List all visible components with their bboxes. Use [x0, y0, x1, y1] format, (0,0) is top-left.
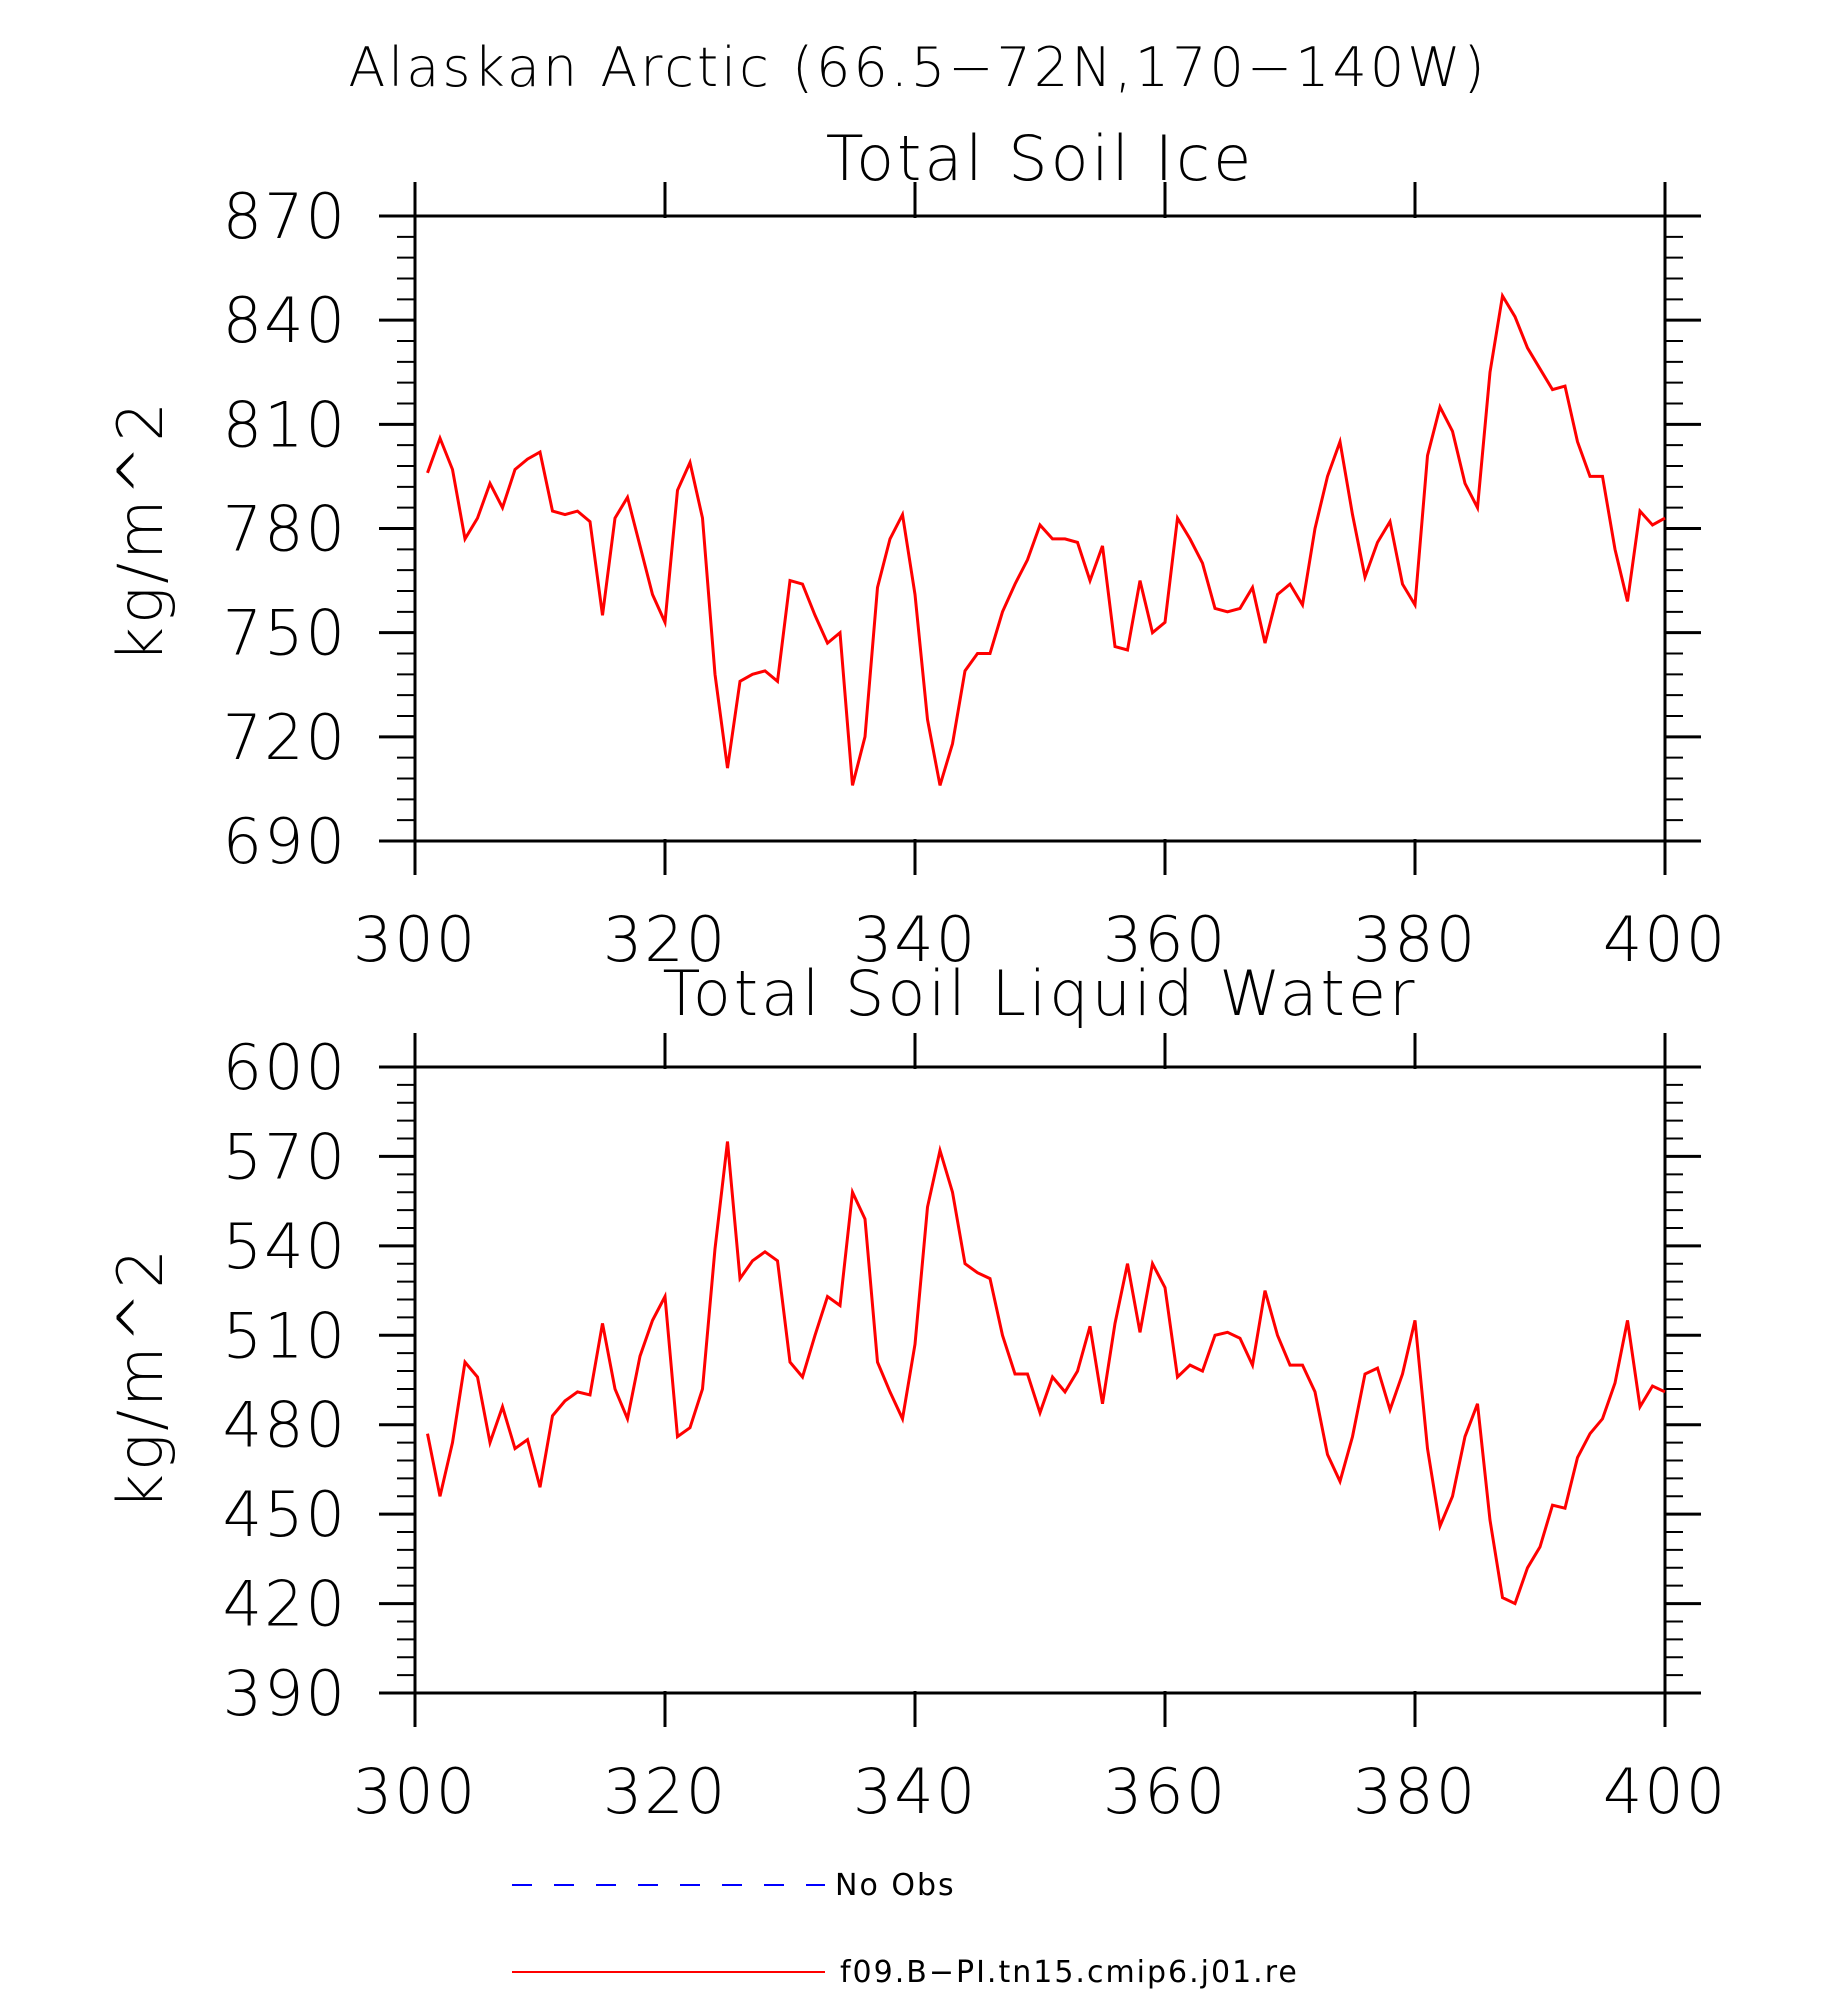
y-tick-label: 720 [223, 701, 347, 774]
y-tick-label: 570 [223, 1120, 347, 1193]
panel-total-soil-liquid-water: Total Soil Liquid Water kg/m^2 300 320 340… [104, 957, 1727, 1828]
y-tick-label: 450 [223, 1478, 347, 1551]
plot-area: 300 320 340 360 380 400 390 420 450 480 510 540 570 6… [223, 1031, 1727, 1828]
y-tick-label: 870 [223, 180, 347, 253]
series-line [426, 291, 1666, 786]
y-tick-label: 840 [223, 284, 347, 357]
x-tick-label: 300 [353, 1755, 477, 1828]
x-tick-label: 360 [1103, 903, 1227, 976]
y-axis-label: kg/m^2 [104, 399, 177, 663]
x-tick-label: 380 [1353, 1755, 1477, 1828]
legend-label-model: f09.B−PI.tn15.cmip6.j01.re [840, 1955, 1299, 1990]
y-axis-label: kg/m^2 [104, 1246, 177, 1510]
y-tick-label: 420 [223, 1568, 347, 1641]
x-tick-label: 400 [1603, 1755, 1727, 1828]
plot-frame [413, 1065, 1667, 1695]
x-tick-label: 360 [1103, 1755, 1227, 1828]
figure-title: Alaskan Arctic (66.5−72N,170−140W) [348, 36, 1487, 99]
x-tick-label: 320 [603, 1755, 727, 1828]
y-tick-label: 510 [223, 1299, 347, 1372]
x-tick-label: 340 [853, 1755, 977, 1828]
x-tick-label: 300 [353, 903, 477, 976]
panel-total-soil-ice: Total Soil Ice kg/m^2 300 320 340 360 380 400… [104, 122, 1727, 976]
x-tick-label: 320 [603, 903, 727, 976]
y-tick-label: 810 [223, 388, 347, 461]
y-tick-label: 540 [223, 1210, 347, 1283]
y-tick-label: 480 [223, 1389, 347, 1462]
y-tick-label: 390 [223, 1657, 347, 1730]
legend: No Obs f09.B−PI.tn15.cmip6.j01.re [512, 1868, 1299, 1990]
plot-area: 300 320 340 360 380 400 690 720 750 780 810 840 870 [223, 180, 1727, 976]
x-tick-label: 380 [1353, 903, 1477, 976]
y-tick-label: 600 [223, 1031, 347, 1104]
panel-title: Total Soil Ice [826, 122, 1254, 195]
y-tick-label: 780 [223, 493, 347, 566]
x-tick-label: 400 [1603, 903, 1727, 976]
y-tick-label: 690 [223, 805, 347, 878]
x-tick-label: 340 [853, 903, 977, 976]
series-line [426, 1141, 1666, 1606]
legend-label-no-obs: No Obs [835, 1868, 956, 1903]
panel-title: Total Soil Liquid Water [663, 957, 1418, 1030]
y-tick-label: 750 [223, 597, 347, 670]
